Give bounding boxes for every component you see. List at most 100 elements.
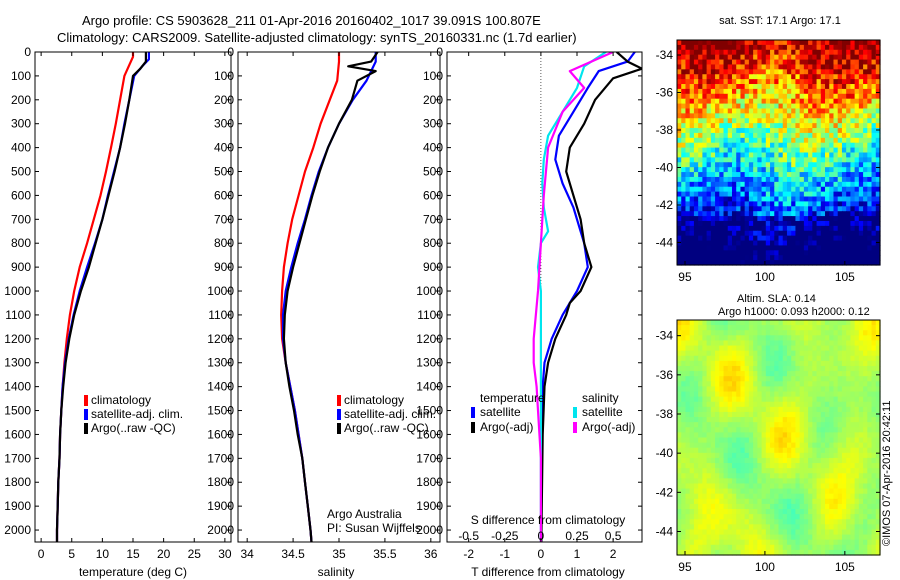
map-cell [685,93,691,100]
map-cell [710,524,716,531]
map-cell [782,401,788,408]
map-cell [761,235,767,242]
map-cell [786,69,792,75]
map-cell [846,206,851,212]
map-cell [774,396,780,403]
map-cell [837,406,843,413]
salinity-plot-area [280,52,379,542]
map-cell [841,442,847,449]
map-cell [816,108,822,114]
map-cell [681,255,687,261]
map-cell [841,191,847,198]
map-cell [744,320,750,326]
map-cell [719,49,725,56]
map-cell [753,401,758,408]
map-cell [858,365,864,372]
map-cell [706,330,712,336]
map-cell [698,350,703,357]
map-cell [846,201,851,207]
map-cell [719,524,725,531]
map-cell [854,524,860,531]
y-tick-label: 900 [11,260,31,274]
map-cell [795,79,801,85]
map-cell [689,230,695,237]
map-cell [757,325,763,331]
map-cell [740,524,746,531]
map-cell [765,320,771,326]
map-cell [719,172,725,178]
map-cell [770,147,775,154]
map-cell [681,524,687,531]
map-cell [854,191,860,198]
map-cell [744,84,750,90]
map-cell [837,88,843,95]
map-cell [786,225,792,232]
map-cell [799,84,805,90]
map-cell [761,376,767,382]
map-cell [850,350,856,357]
map-cell [677,447,682,454]
map-cell [812,172,818,178]
salinity-legend: climatology satellite-adj. clim. Argo(..… [337,393,436,435]
map-cell [748,123,754,129]
map-cell [681,142,687,149]
map-cell [795,206,801,212]
map-cell [829,260,835,266]
map-cell [812,201,818,207]
map-cell [731,422,737,428]
map-cell [723,128,729,134]
map-cell [812,544,818,551]
map-cell [723,488,729,495]
map-cell [875,498,881,505]
map-cell [765,84,771,90]
map-cell [816,172,822,178]
map-cell [757,478,763,485]
map-cell [833,142,839,149]
map-cell [702,250,708,256]
map-cell [761,406,767,413]
map-cell [858,142,864,149]
map-cell [863,381,868,388]
map-cell [761,157,767,163]
map-cell [858,245,864,251]
map-cell [744,401,750,408]
map-cell [808,437,813,444]
map-cell [719,118,725,124]
map-cell [863,93,868,100]
map-cell [833,396,839,403]
map-cell [778,230,784,237]
map-cell [846,235,851,242]
map-cell [719,69,725,75]
map-cell [681,93,687,100]
map-cell [816,64,822,70]
map-cell [795,64,801,70]
map-cell [698,376,703,382]
map-cell [875,103,881,110]
map-cell [757,422,763,428]
map-cell [774,432,780,439]
map-cell [774,216,780,222]
map-cell [816,325,822,331]
map-cell [706,376,712,382]
map-cell [803,320,809,326]
map-cell [803,59,809,66]
map-cell [689,381,695,388]
map-cell [841,355,847,362]
map-cell [820,142,826,149]
map-cell [803,468,809,474]
map-cell [778,255,784,261]
map-cell [702,142,708,149]
map-cell [863,417,868,423]
map-cell [863,64,868,70]
map-cell [744,69,750,75]
map-cell [710,132,716,139]
map-cell [761,422,767,428]
map-cell [867,152,873,158]
map-cell [689,44,695,51]
map-cell [791,442,797,449]
map-cell [693,74,699,80]
map-cell [778,411,784,418]
map-cell [871,422,877,428]
map-cell [825,365,830,372]
map-cell [770,417,775,423]
